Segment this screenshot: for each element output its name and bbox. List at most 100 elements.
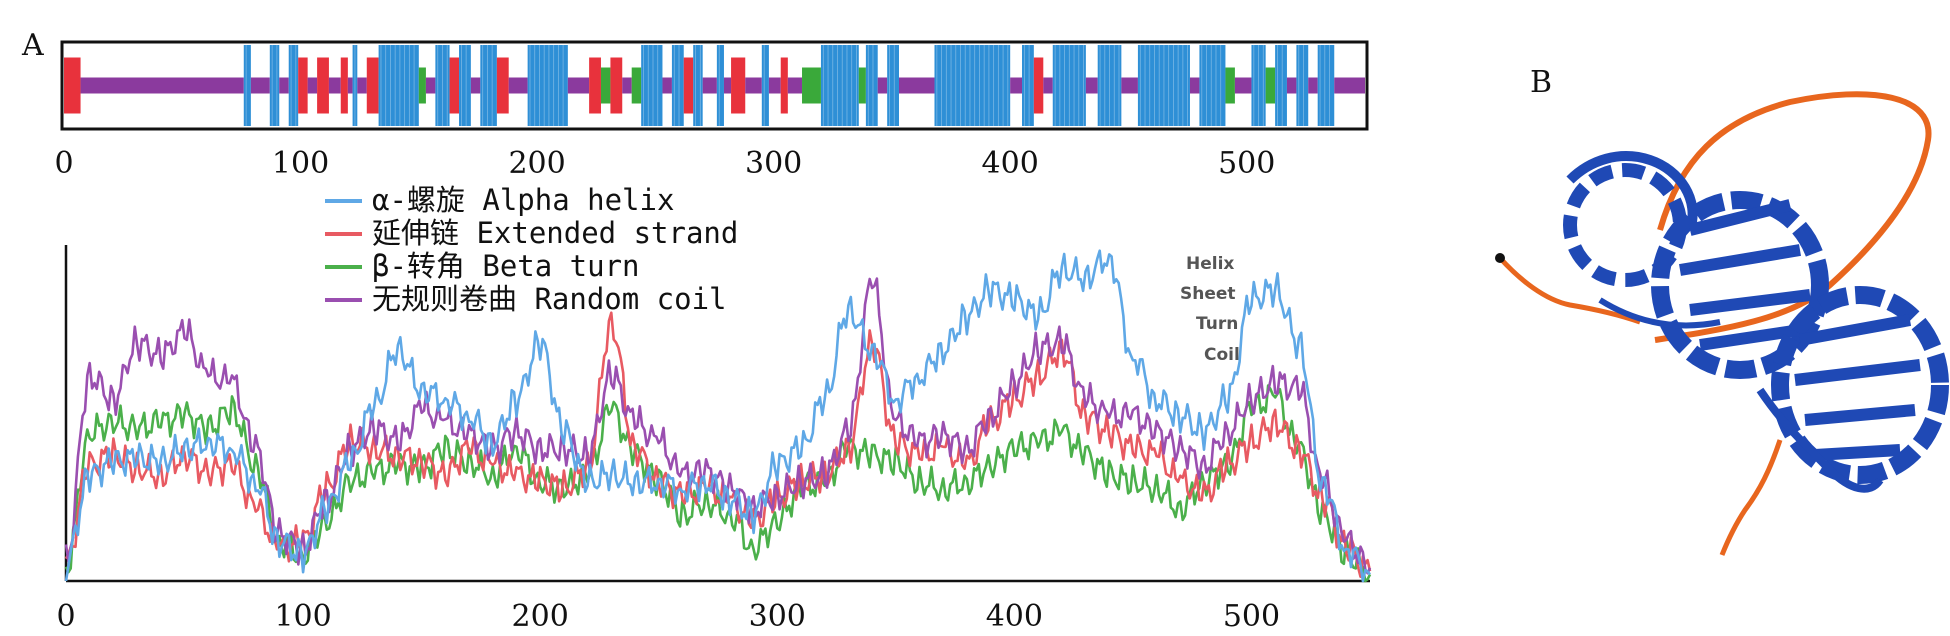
track-segment-strand (64, 57, 81, 114)
track-segment-coil (1308, 77, 1318, 94)
line-tick-label: 500 (1223, 599, 1280, 634)
track-segment-turn (418, 67, 426, 104)
inset-legend-sheet: Sheet (1180, 284, 1236, 304)
panel-label-b: B (1530, 65, 1552, 100)
track-segment-strand (610, 57, 623, 114)
protein-domain-right (1771, 286, 1949, 484)
inset-legend-coil: Coil (1204, 345, 1240, 365)
track-segment-coil (250, 77, 270, 94)
track-tick-label: 0 (54, 146, 73, 181)
track-segment-helix (716, 45, 724, 126)
track-segment-helix (1022, 45, 1034, 126)
legend-label-helix: α-螺旋 Alpha helix (372, 183, 674, 217)
track-segment-turn (1225, 67, 1235, 104)
track-segment-helix (1275, 45, 1287, 126)
track-segment-coil (1234, 77, 1252, 94)
series-line-coil (64, 277, 1372, 575)
track-segment-coil (899, 77, 935, 94)
inset-legend-helix: Helix (1186, 254, 1234, 274)
track-segment-strand (298, 57, 308, 114)
line-x-axis: 0 100 200 300 400 500 (56, 599, 1280, 634)
track-segment-helix (378, 45, 419, 126)
track-segment-coil (787, 77, 803, 94)
track-segment-coil (1010, 77, 1023, 94)
track-segment-coil (877, 77, 888, 94)
track-segment-coil (567, 77, 590, 94)
track-segment-turn (802, 67, 821, 104)
protein-loop-tail-left (1498, 256, 1641, 325)
series-lines (64, 249, 1372, 583)
track-segment-strand (496, 57, 509, 114)
track-segment-helix (527, 45, 568, 126)
track-segment-coil (1085, 77, 1098, 94)
track-segment-helix (865, 45, 878, 126)
track-tick-label: 300 (745, 146, 802, 181)
track-segment-coil (470, 77, 481, 94)
track-segment-coil (1286, 77, 1297, 94)
protein-3d-structure-image (1495, 91, 1949, 556)
track-segment-strand (317, 57, 329, 114)
track-segment-helix (820, 45, 859, 126)
track-segment-helix (480, 45, 497, 126)
track-segment-strand (340, 57, 348, 114)
line-tick-label: 0 (56, 599, 75, 634)
track-segment-coil (347, 77, 353, 94)
protein-loop-tail-bottom (1719, 439, 1783, 556)
track-segment-helix (1097, 45, 1122, 126)
secondary-structure-track (60, 40, 1369, 131)
track-segment-strand (683, 57, 694, 114)
track-segment-turn (631, 67, 642, 104)
protein-helix-center-a (1679, 199, 1811, 351)
propensity-line-chart (64, 245, 1372, 583)
protein-loop-arc (1654, 91, 1932, 343)
track-segment-helix (288, 45, 299, 126)
legend-label-turn: β-转角 Beta turn (372, 249, 640, 283)
line-tick-label: 400 (986, 599, 1043, 634)
track-x-axis: 0 100 200 300 400 500 (54, 146, 1275, 181)
track-segment-coil (307, 77, 318, 94)
protein-strand-lower (1756, 387, 1884, 493)
track-segment-helix (671, 45, 684, 126)
track-segment-turn (600, 67, 611, 104)
track-segment-turn (1265, 67, 1276, 104)
track-segment-coil (622, 77, 632, 94)
track-segment-coil (80, 77, 244, 94)
track-segment-coil (1334, 77, 1365, 94)
track-segment-strand (449, 57, 460, 114)
track-segment-coil (1043, 77, 1053, 94)
track-segment-helix (1296, 45, 1309, 126)
track-segment-helix (887, 45, 900, 126)
track-segment-helix (1251, 45, 1266, 126)
protein-loop-small (1598, 297, 1721, 329)
protein-helix-right (1794, 314, 1921, 461)
track-segment-helix (1317, 45, 1335, 126)
track-segment-helix (352, 45, 358, 126)
track-segment-helix (693, 45, 703, 126)
protein-terminal (1495, 253, 1505, 263)
legend-label-strand: 延伸链 Extended strand (372, 216, 738, 250)
track-segment-helix (435, 45, 450, 126)
track-segment-turn (858, 67, 866, 104)
protein-domain-center (1651, 191, 1829, 379)
track-segment-coil (702, 77, 717, 94)
protein-helix-upper (1566, 151, 1698, 232)
track-segment-coil (328, 77, 341, 94)
track-segment-helix (243, 45, 251, 126)
track-segment-strand (731, 57, 746, 114)
series-line-helix (64, 249, 1371, 583)
line-tick-label: 200 (512, 599, 569, 634)
panel-label-a: A (21, 28, 44, 63)
track-segment-helix (459, 45, 471, 126)
track-segment-strand (589, 57, 601, 114)
track-segment-coil (425, 77, 436, 94)
track-segment-coil (357, 77, 367, 94)
inset-legend: Helix Sheet Turn Coil (1180, 254, 1240, 365)
track-segment-helix (641, 45, 663, 126)
track-segment-helix (1052, 45, 1086, 126)
track-segment-helix (1199, 45, 1226, 126)
track-tick-label: 100 (272, 146, 329, 181)
track-tick-label: 500 (1218, 146, 1275, 181)
track-segment-helix (761, 45, 769, 126)
track-segment-coil (745, 77, 762, 94)
